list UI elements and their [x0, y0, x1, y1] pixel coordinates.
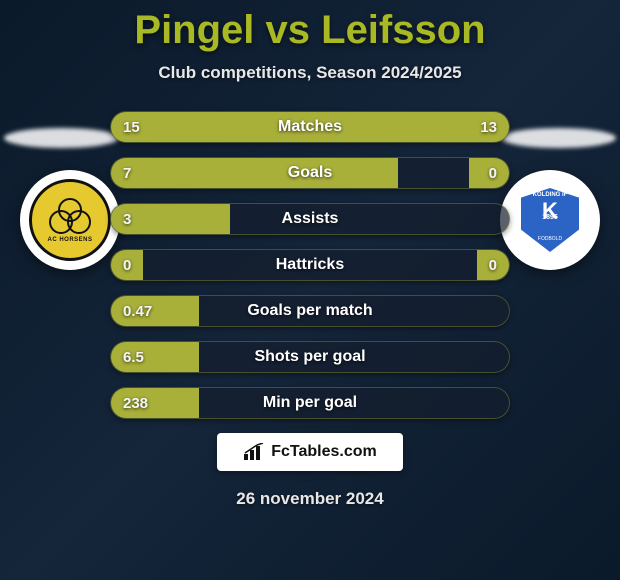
fctables-label: FcTables.com [271, 443, 377, 461]
stat-row: 6.5Shots per goal [110, 341, 510, 373]
player-shadow-left [4, 128, 119, 148]
stat-value-right: 0 [489, 250, 497, 280]
stat-label: Assists [111, 204, 509, 234]
fctables-chart-icon [243, 443, 265, 461]
kolding-badge: KOLDING IF K 1895 FODBOLD [505, 175, 595, 265]
stat-row: 0.47Goals per match [110, 295, 510, 327]
stat-value-right: 13 [480, 112, 497, 142]
stat-row: 0Hattricks0 [110, 249, 510, 281]
stat-row: 3Assists [110, 203, 510, 235]
stat-label: Matches [111, 112, 509, 142]
subtitle: Club competitions, Season 2024/2025 [0, 63, 620, 83]
stat-label: Shots per goal [111, 342, 509, 372]
stat-label: Hattricks [111, 250, 509, 280]
stat-label: Min per goal [111, 388, 509, 418]
date-label: 26 november 2024 [0, 489, 620, 509]
club-logo-right: KOLDING IF K 1895 FODBOLD [500, 170, 600, 270]
stat-label: Goals [111, 158, 509, 188]
stat-row: 15Matches13 [110, 111, 510, 143]
kolding-year-label: 1895 [521, 214, 579, 221]
horsens-rings-icon [49, 198, 91, 234]
club-logo-left: AC HORSENS [20, 170, 120, 270]
stats-table: 15Matches137Goals03Assists0Hattricks00.4… [110, 111, 510, 419]
stat-row: 238Min per goal [110, 387, 510, 419]
fctables-badge[interactable]: FcTables.com [217, 433, 403, 471]
stat-label: Goals per match [111, 296, 509, 326]
stat-row: 7Goals0 [110, 157, 510, 189]
stat-value-right: 0 [489, 158, 497, 188]
horsens-label: AC HORSENS [47, 237, 92, 243]
horsens-badge: AC HORSENS [29, 179, 111, 261]
kolding-shield-icon: KOLDING IF K 1895 FODBOLD [521, 188, 579, 252]
player-shadow-right [501, 128, 616, 148]
kolding-footer-label: FODBOLD [521, 236, 579, 242]
page-title: Pingel vs Leifsson [0, 0, 620, 53]
